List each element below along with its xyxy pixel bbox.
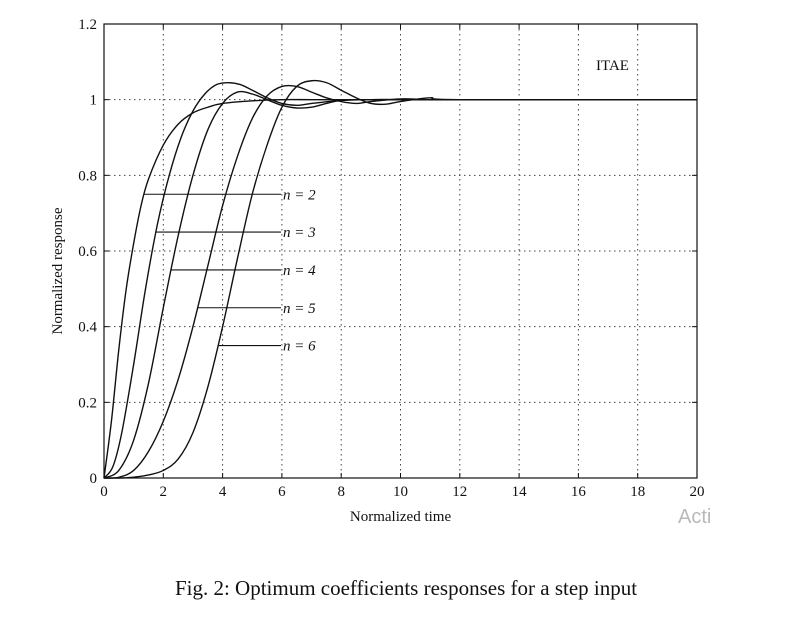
chart-gridlines <box>104 24 697 478</box>
x-tick-label: 14 <box>512 484 528 500</box>
chart-text-labels: 0 2 4 6 8 10 12 14 16 18 20 0 0.2 0.4 0.6 0.8 1 1.2 n = 2 n… <box>78 17 704 500</box>
series-line-5 <box>103 84 697 479</box>
series-label-2: n = 2 <box>283 187 316 203</box>
figure-caption: Fig. 2: Optimum coefficients responses f… <box>174 576 638 600</box>
activation-watermark: Acti <box>678 506 712 528</box>
x-tick-label: 10 <box>393 484 408 500</box>
series-line-4 <box>103 90 697 479</box>
y-tick-label: 0.2 <box>78 395 97 411</box>
axis-ticks <box>103 23 698 479</box>
x-tick-label: 8 <box>337 484 345 500</box>
x-tick-label: 4 <box>219 484 227 500</box>
x-tick-label: 6 <box>278 484 286 500</box>
y-tick-label: 0.4 <box>78 320 97 336</box>
x-tick-label: 12 <box>452 484 467 500</box>
chart-series-lines <box>103 79 698 479</box>
y-axis-label: Normalized response <box>50 207 66 334</box>
y-tick-label: 1.2 <box>78 17 97 33</box>
x-tick-label: 20 <box>690 484 705 500</box>
series-line-2 <box>103 98 697 479</box>
y-tick-label: 0 <box>90 471 98 487</box>
y-tick-label: 0.6 <box>78 244 97 260</box>
series-leader-lines <box>144 193 281 347</box>
y-tick-label: 1 <box>90 93 98 109</box>
x-tick-label: 0 <box>100 484 108 500</box>
x-axis-label: Normalized time <box>350 509 452 525</box>
x-tick-label: 18 <box>630 484 645 500</box>
series-line-6 <box>103 79 698 479</box>
x-tick-label: 16 <box>571 484 587 500</box>
series-label-6: n = 6 <box>283 339 316 355</box>
y-tick-label: 0.8 <box>78 168 97 184</box>
x-tick-label: 2 <box>160 484 168 500</box>
series-label-3: n = 3 <box>283 225 316 241</box>
series-label-4: n = 4 <box>283 263 316 279</box>
itae-annotation: ITAE <box>596 58 629 74</box>
series-label-5: n = 5 <box>283 301 316 317</box>
